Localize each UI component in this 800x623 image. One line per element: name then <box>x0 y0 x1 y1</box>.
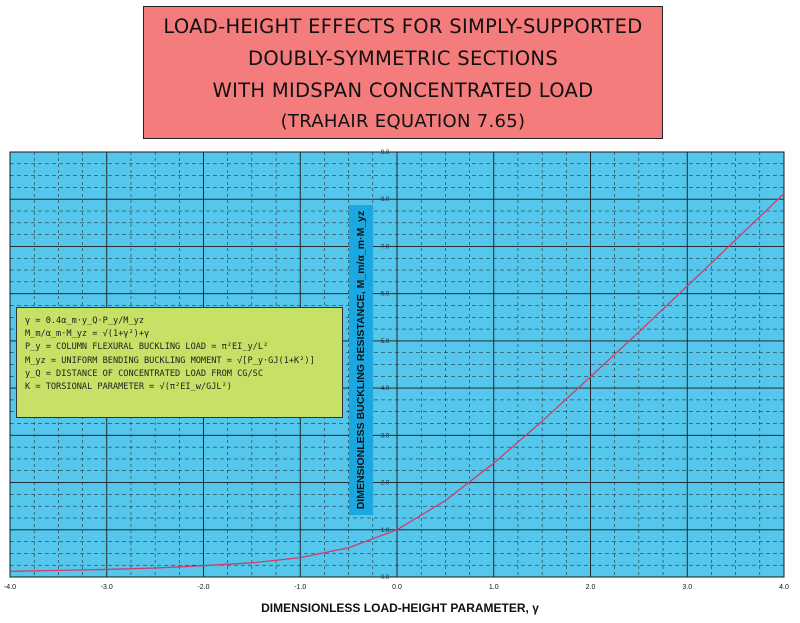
x-tick-label: 2.0 <box>586 584 596 591</box>
legend-line: K = TORSIONAL PARAMETER = √(π²EI_w/GJL²) <box>25 382 232 393</box>
x-tick-label: 0.0 <box>392 584 402 591</box>
x-axis-label: DIMENSIONLESS LOAD-HEIGHT PARAMETER, γ <box>261 601 539 615</box>
series-layer <box>9 193 785 572</box>
y-tick-label: 7.0 <box>381 244 390 250</box>
x-tick-label: 3.0 <box>682 584 692 591</box>
legend-line: M_yz = UNIFORM BENDING BUCKLING MOMENT =… <box>25 355 315 366</box>
x-tick-label: 4.0 <box>779 584 789 591</box>
y-tick-label: 9.0 <box>381 150 390 156</box>
chart-title-line-1: LOAD-HEIGHT EFFECTS FOR SIMPLY-SUPPORTED <box>163 15 643 38</box>
x-tick-label: 1.0 <box>489 584 499 591</box>
y-tick-label: 3.0 <box>381 433 390 439</box>
x-tick-label: -4.0 <box>4 584 16 591</box>
chart-title-line-4: (TRAHAIR EQUATION 7.65) <box>280 111 526 132</box>
x-tick-label: -3.0 <box>101 584 113 591</box>
legend-line: γ = 0.4α_m·y_Q·P_y/M_yz <box>25 316 144 326</box>
y-axis-label-background <box>349 205 373 515</box>
x-tick-label: -2.0 <box>197 584 209 591</box>
legend-line: y_Q = DISTANCE OF CONCENTRATED LOAD FROM… <box>25 368 263 379</box>
y-tick-label: 6.0 <box>381 292 390 298</box>
y-tick-label: 1.0 <box>381 528 390 534</box>
formula-legend-box: γ = 0.4α_m·y_Q·P_y/M_yz M_m/α_m·M_yz = √… <box>16 307 343 418</box>
chart-title-line-2: DOUBLY-SYMMETRIC SECTIONS <box>248 47 558 70</box>
x-tick-label: -1.0 <box>294 584 306 591</box>
y-tick-label: 2.0 <box>381 481 390 487</box>
y-axis-label: DIMENSIONLESS BUCKLING RESISTANCE, M_m/α… <box>355 210 367 510</box>
y-tick-label: 4.0 <box>381 386 390 392</box>
y-tick-label: 5.0 <box>381 339 390 345</box>
x-axis-ticks: -4.0 -3.0 -2.0 -1.0 0.0 1.0 2.0 3.0 4.0 <box>4 584 789 591</box>
y-axis-ticks: 0.0 1.0 2.0 3.0 4.0 5.0 6.0 7.0 8.0 9.0 <box>381 150 390 581</box>
y-tick-label: 8.0 <box>381 197 390 203</box>
series-line <box>9 193 785 572</box>
legend-line: M_m/α_m·M_yz = √(1+γ²)+γ <box>25 329 150 340</box>
chart-title-line-3: WITH MIDSPAN CONCENTRATED LOAD <box>212 79 594 102</box>
chart-title-box: LOAD-HEIGHT EFFECTS FOR SIMPLY-SUPPORTED… <box>143 6 663 139</box>
legend-line: P_y = COLUMN FLEXURAL BUCKLING LOAD = π²… <box>25 342 269 353</box>
y-tick-label: 0.0 <box>381 575 390 581</box>
